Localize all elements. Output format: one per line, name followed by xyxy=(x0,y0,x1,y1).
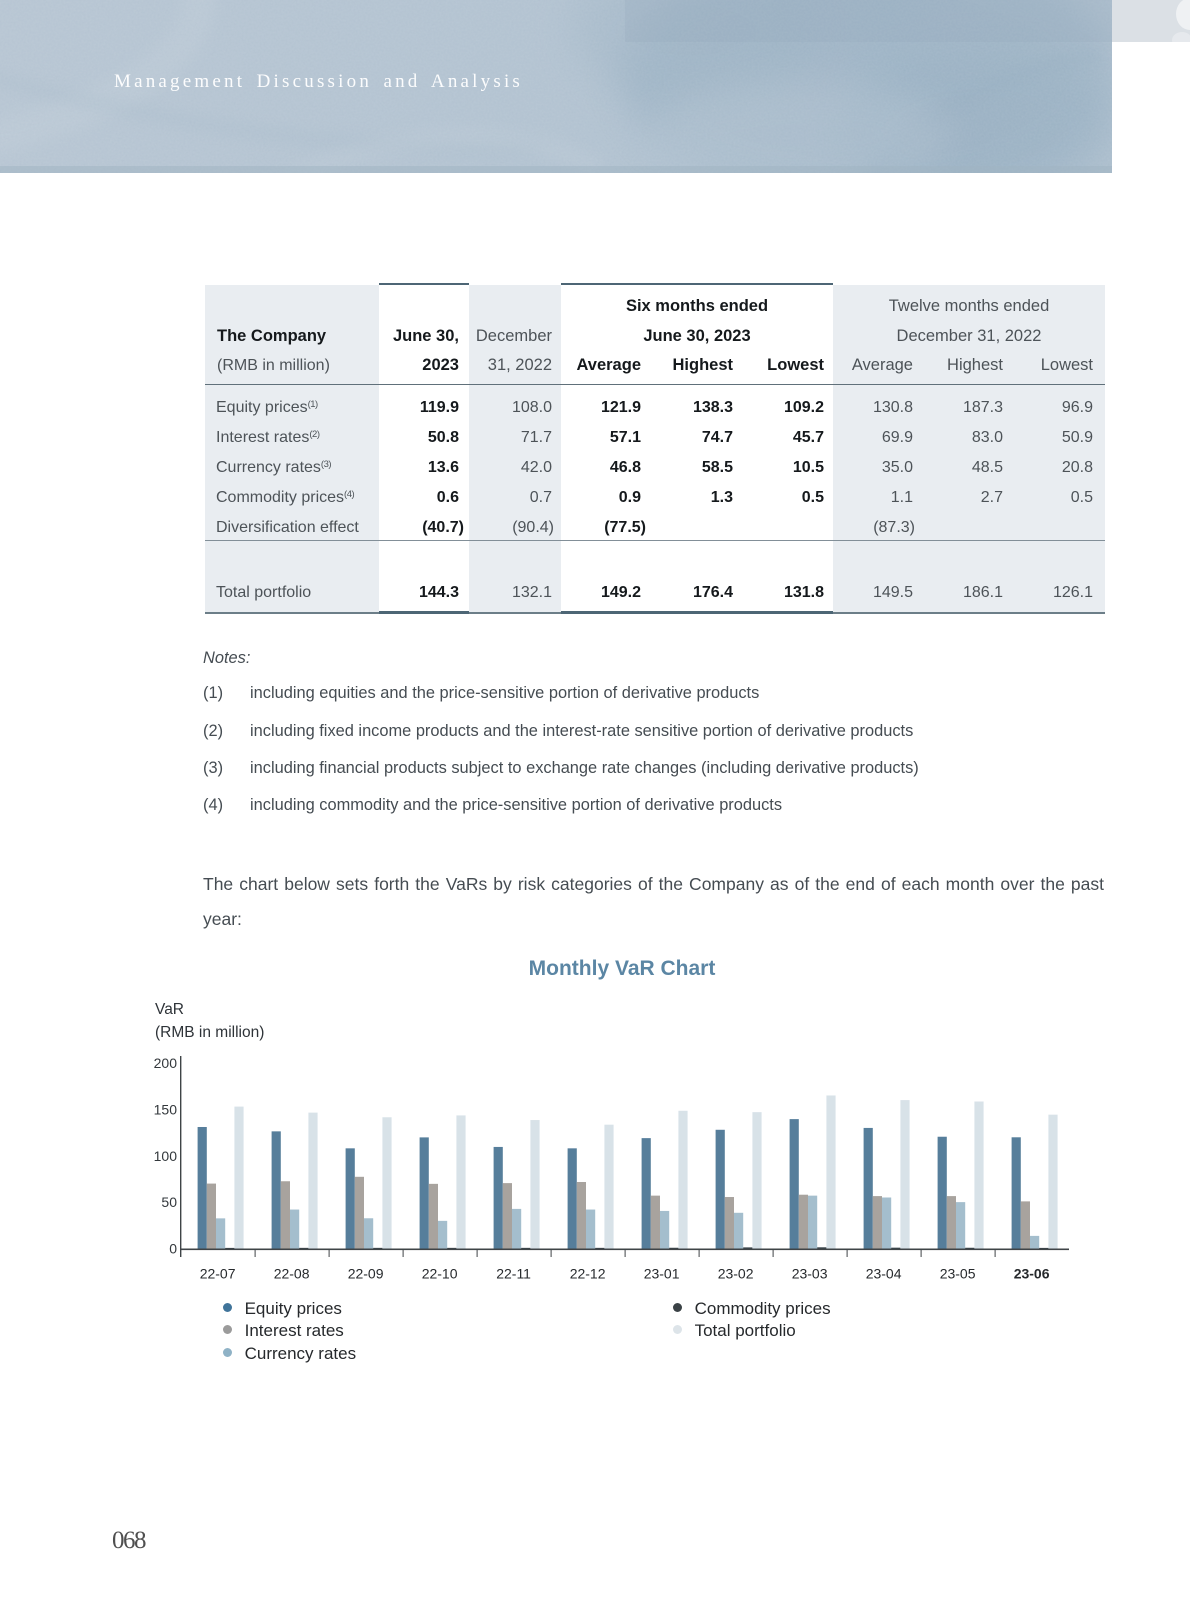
svg-text:22-09: 22-09 xyxy=(348,1266,384,1282)
svg-text:22-10: 22-10 xyxy=(422,1266,458,1282)
svg-text:23-02: 23-02 xyxy=(718,1266,754,1282)
svg-text:23-05: 23-05 xyxy=(940,1266,976,1282)
svg-text:22-07: 22-07 xyxy=(200,1266,236,1282)
svg-text:100: 100 xyxy=(154,1148,178,1164)
svg-text:22-12: 22-12 xyxy=(570,1266,606,1282)
svg-text:22-11: 22-11 xyxy=(496,1266,531,1282)
svg-text:23-04: 23-04 xyxy=(866,1266,902,1282)
svg-text:23-06: 23-06 xyxy=(1014,1266,1050,1282)
svg-text:150: 150 xyxy=(154,1101,178,1117)
svg-text:0: 0 xyxy=(169,1241,177,1257)
svg-text:23-01: 23-01 xyxy=(644,1266,680,1282)
svg-text:22-08: 22-08 xyxy=(274,1266,310,1282)
svg-text:200: 200 xyxy=(154,1055,178,1071)
svg-text:23-03: 23-03 xyxy=(792,1266,828,1282)
svg-text:50: 50 xyxy=(161,1194,177,1210)
